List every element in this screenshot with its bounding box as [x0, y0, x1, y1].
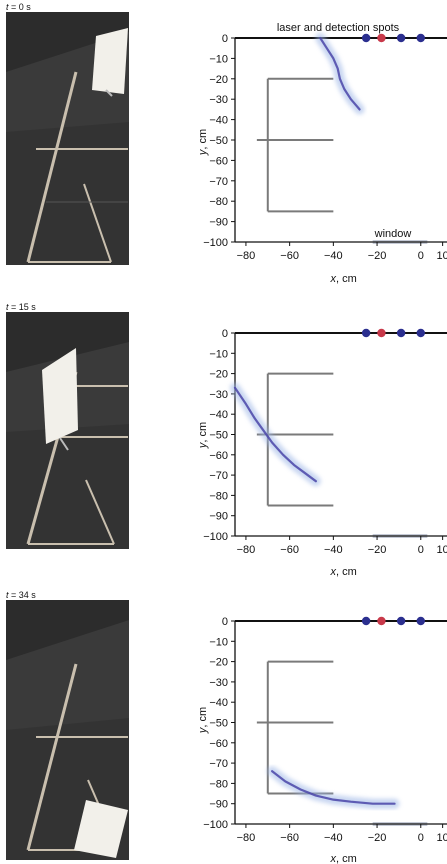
y-tick-label: −100 — [203, 237, 228, 249]
y-tick-label: −20 — [209, 657, 228, 669]
y-tick-label: −100 — [203, 531, 228, 543]
x-tick-label: 0 — [418, 250, 424, 262]
detection-spot — [361, 33, 371, 43]
x-tick-label: 0 — [418, 544, 424, 556]
y-tick-label: −50 — [209, 718, 228, 730]
reflector-plate — [74, 800, 128, 858]
x-tick-label: 0 — [418, 832, 424, 844]
x-tick-label: −80 — [237, 832, 256, 844]
x-tick-label: −20 — [368, 250, 387, 262]
reflector-plate — [92, 28, 128, 94]
y-tick-label: −90 — [209, 799, 228, 811]
y-tick-label: −30 — [209, 389, 228, 401]
y-tick-label: −90 — [209, 511, 228, 523]
y-tick-label: −10 — [209, 348, 228, 360]
y-tick-label: −90 — [209, 217, 228, 229]
y-tick-label: −40 — [209, 409, 228, 421]
y-tick-label: −30 — [209, 94, 228, 106]
detection-spot — [416, 33, 425, 43]
reconstruction-arc — [233, 386, 317, 483]
y-tick-label: −60 — [209, 738, 228, 750]
reconstruction-arc — [319, 36, 361, 111]
y-tick-label: −100 — [203, 819, 228, 831]
y-tick-label: −50 — [209, 135, 228, 147]
time-label-0: t = 0 s — [6, 2, 31, 12]
y-tick-label: 0 — [222, 33, 228, 45]
time-label-2: t = 34 s — [6, 590, 36, 600]
time-label-1: t = 15 s — [6, 302, 36, 312]
detection-spot — [396, 328, 406, 338]
laser-spot — [377, 33, 386, 43]
y-tick-label: −30 — [209, 677, 228, 689]
laser-spot — [377, 328, 386, 338]
x-tick-label: −80 — [237, 250, 256, 262]
y-tick-label: −10 — [209, 636, 228, 648]
y-tick-label: −10 — [209, 53, 228, 65]
reflector-plate — [42, 348, 78, 444]
x-tick-label: −20 — [368, 832, 387, 844]
scene-photo-1 — [6, 312, 129, 549]
detection-spot — [416, 328, 425, 338]
y-tick-label: −40 — [209, 115, 228, 127]
scene-photo-0 — [6, 12, 129, 265]
x-tick-label: −40 — [324, 544, 343, 556]
detection-spot — [396, 616, 406, 626]
detection-spot — [396, 33, 406, 43]
scene-photo-2 — [6, 600, 129, 860]
y-tick-label: −70 — [209, 470, 228, 482]
detection-spot — [361, 616, 371, 626]
laser-spot — [377, 616, 386, 626]
x-tick-label: −60 — [280, 544, 299, 556]
x-tick-label: 10 — [437, 832, 447, 844]
detection-spot — [416, 616, 425, 626]
y-tick-label: −80 — [209, 196, 228, 208]
y-tick-label: −20 — [209, 74, 228, 86]
y-tick-label: 0 — [222, 328, 228, 340]
x-tick-label: −40 — [324, 832, 343, 844]
y-tick-label: −70 — [209, 176, 228, 188]
y-tick-label: −80 — [209, 490, 228, 502]
detection-spot — [361, 328, 371, 338]
x-tick-label: −40 — [324, 250, 343, 262]
y-tick-label: −20 — [209, 369, 228, 381]
y-tick-label: −40 — [209, 697, 228, 709]
y-tick-label: −50 — [209, 430, 228, 442]
y-tick-label: −80 — [209, 778, 228, 790]
reconstruction-arc — [271, 770, 396, 805]
x-tick-label: 10 — [437, 544, 447, 556]
x-tick-label: −80 — [237, 544, 256, 556]
y-tick-label: −70 — [209, 758, 228, 770]
x-tick-label: −60 — [280, 832, 299, 844]
y-tick-label: 0 — [222, 616, 228, 628]
x-tick-label: −20 — [368, 544, 387, 556]
x-tick-label: 10 — [437, 250, 447, 262]
y-tick-label: −60 — [209, 155, 228, 167]
y-tick-label: −60 — [209, 450, 228, 462]
x-tick-label: −60 — [280, 250, 299, 262]
